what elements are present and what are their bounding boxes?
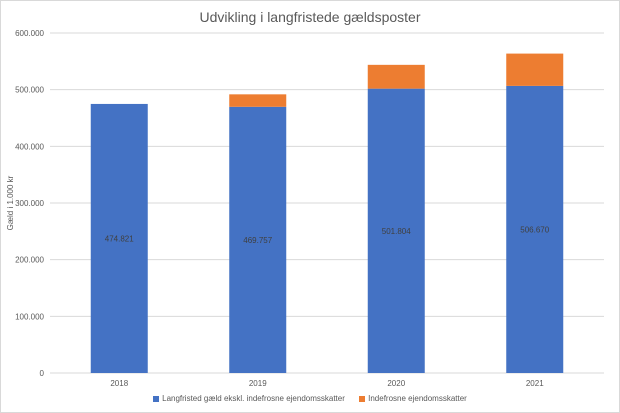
bar-2021-series-0 xyxy=(506,85,564,374)
legend-label-indefrosne: Indefrosne ejendomsskatter xyxy=(368,394,467,403)
y-tick-label: 200.000 xyxy=(15,256,44,265)
y-tick-label: 0 xyxy=(40,369,45,378)
legend-swatch-langfristed xyxy=(153,395,160,402)
legend-item-langfristed: Langfristed gæld ekskl. indefrosne ejend… xyxy=(153,394,345,403)
data-label-2019: 469.757 xyxy=(243,236,272,245)
bar-2020-series-0 xyxy=(367,88,425,373)
data-label-2020: 501.804 xyxy=(382,227,411,236)
bar-2018-series-0 xyxy=(90,103,148,374)
y-tick-label: 400.000 xyxy=(15,142,44,151)
bar-2021-series-1 xyxy=(506,53,564,86)
y-axis-label: Gæld i 1.000 kr xyxy=(6,175,15,230)
y-tick-label: 100.000 xyxy=(15,312,44,321)
legend-label-langfristed: Langfristed gæld ekskl. indefrosne ejend… xyxy=(162,394,345,403)
legend: Langfristed gæld ekskl. indefrosne ejend… xyxy=(0,394,620,403)
chart-title: Udvikling i langfristede gældsposter xyxy=(199,9,421,25)
bar-2020-series-1 xyxy=(367,64,425,89)
x-tick-label-2020: 2020 xyxy=(387,379,405,388)
y-tick-label: 600.000 xyxy=(15,29,44,38)
legend-swatch-indefrosne xyxy=(359,395,366,402)
x-tick-label-2019: 2019 xyxy=(249,379,267,388)
y-tick-label: 500.000 xyxy=(15,86,44,95)
y-tick-label: 300.000 xyxy=(15,199,44,208)
x-tick-label-2018: 2018 xyxy=(110,379,128,388)
legend-item-indefrosne: Indefrosne ejendomsskatter xyxy=(359,394,467,403)
data-label-2021: 506.670 xyxy=(520,225,549,234)
bar-2019-series-1 xyxy=(229,94,287,107)
x-tick-label-2021: 2021 xyxy=(526,379,544,388)
bar-2019-series-0 xyxy=(229,106,287,373)
data-label-2018: 474.821 xyxy=(105,234,134,243)
